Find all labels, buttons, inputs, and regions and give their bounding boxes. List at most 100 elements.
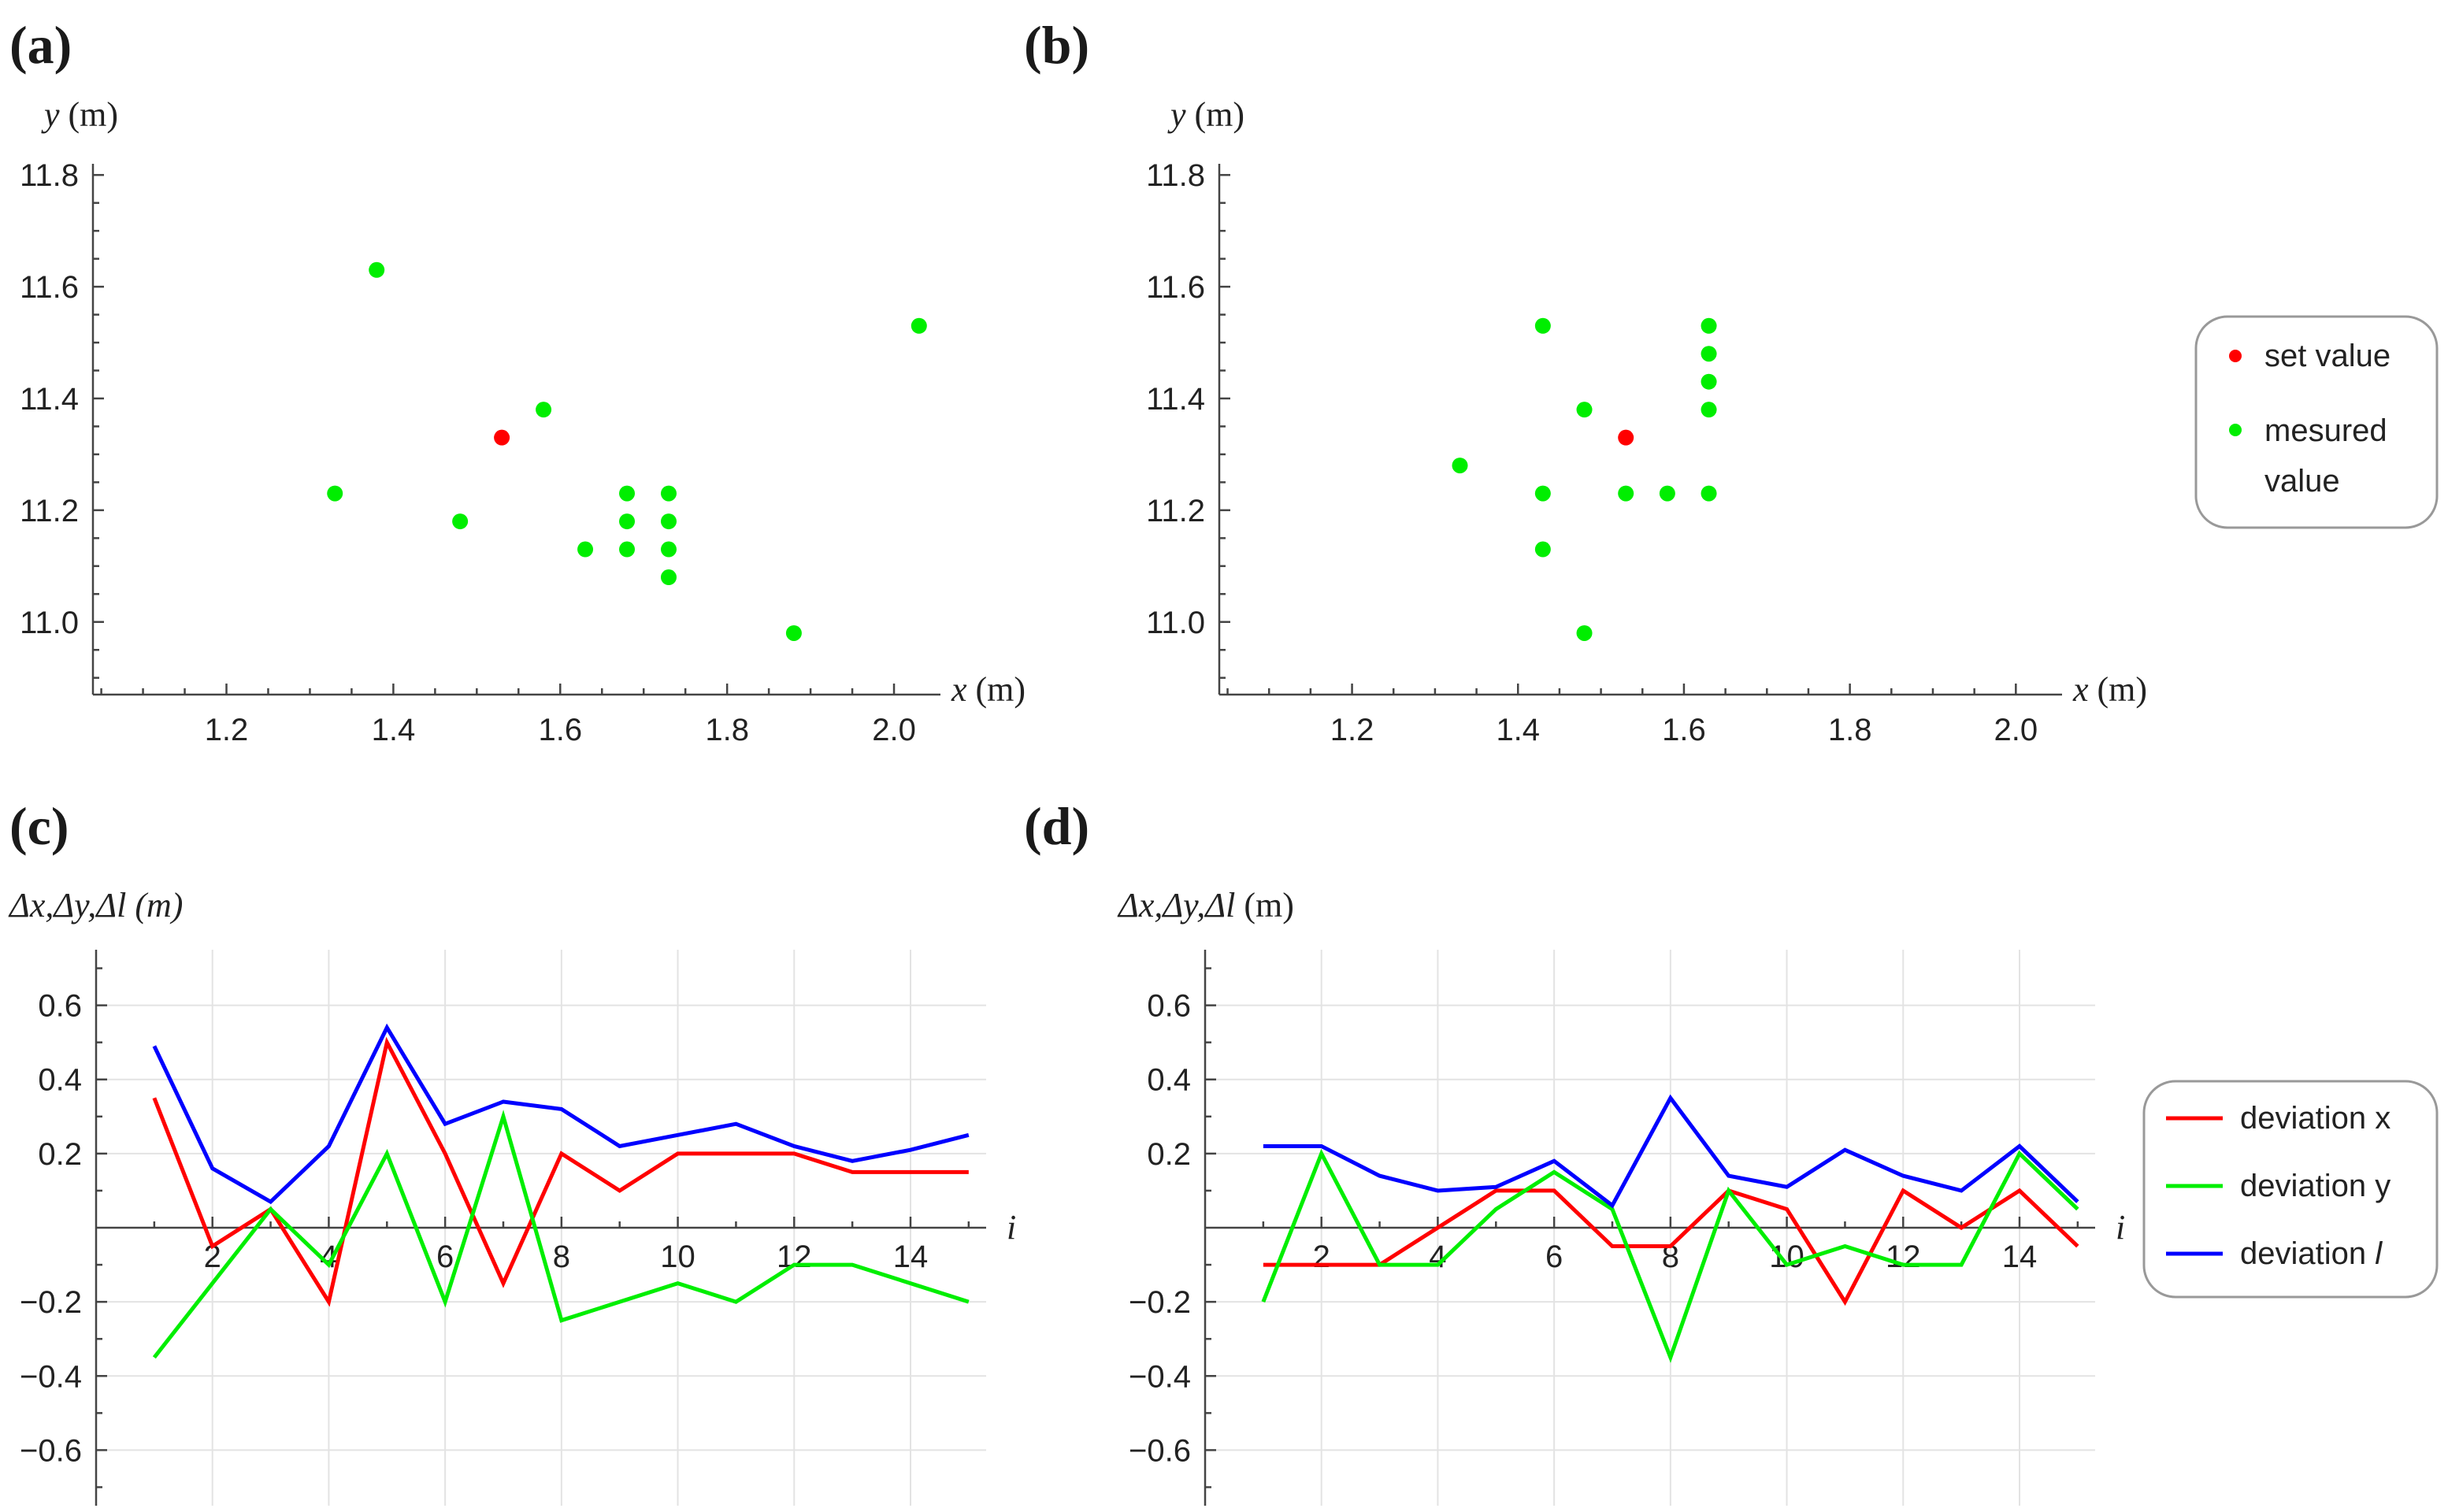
y-tick-label: 11.4 bbox=[1146, 382, 1205, 417]
x-tick-label: 14 bbox=[2002, 1240, 2038, 1274]
y-tick-label: 11.8 bbox=[1146, 158, 1205, 193]
y-tick-label: 11.0 bbox=[1146, 606, 1205, 640]
deviation-y-line bbox=[1261, 1148, 2079, 1363]
y-tick-label: 0.6 bbox=[1147, 989, 1191, 1024]
x-axis-title: x (m) bbox=[951, 670, 1026, 709]
y-tick-label: 11.2 bbox=[20, 494, 79, 528]
mesured-value-point bbox=[619, 513, 636, 530]
line-chart-d: 2 4 6 8 10 12 14−0.6−0.4−0.20.20.40.6iΔx,Δy,Δl… bbox=[1117, 886, 2125, 1506]
x-tick-label: 1.6 bbox=[538, 713, 582, 747]
line-chart-c: 2 4 6 8 10 12 14 −0.6 −0.4 −0.2 0.2 0.4 0.6 i Δx,Δy,Δl… bbox=[8, 886, 1016, 1506]
scatter-chart-b: 1.2 1.4 1.6 1.8 2.0 11.0 11.2 11.4 11.6 11.8 x (m)… bbox=[1146, 95, 2147, 747]
panel-label-c: (c) bbox=[9, 796, 69, 856]
mesured-value-point bbox=[369, 261, 385, 278]
x-tick-label: 2 bbox=[204, 1240, 221, 1274]
panel-label-d: (d) bbox=[1024, 796, 1089, 856]
mesured-value-point bbox=[327, 485, 343, 502]
deviation-l-line bbox=[1263, 1094, 2079, 1209]
x-tick-label: 6 bbox=[1545, 1240, 1563, 1274]
x-axis-title-unit: (m) bbox=[2089, 670, 2148, 709]
panel-label-a: (a) bbox=[9, 15, 72, 75]
legend-measured-marker bbox=[2229, 424, 2242, 436]
mesured-value-point bbox=[660, 485, 677, 502]
y-tick-label: 11.6 bbox=[20, 270, 79, 305]
mesured-value-point bbox=[1618, 485, 1634, 502]
mesured-value-point bbox=[536, 402, 552, 418]
set-value-point bbox=[494, 429, 510, 446]
y-tick-label: 11.6 bbox=[1146, 270, 1205, 305]
y-axis-title-unit: (m) bbox=[1186, 95, 1245, 134]
mesured-value-point bbox=[619, 541, 636, 558]
x-tick-label: 1.4 bbox=[372, 713, 416, 747]
y-tick-label: 0.4 bbox=[1147, 1063, 1191, 1098]
y-tick-label: 11.8 bbox=[20, 158, 79, 193]
mesured-value-point bbox=[619, 485, 636, 502]
x-axis-title-var: x bbox=[2072, 670, 2089, 709]
mesured-value-point bbox=[577, 541, 594, 558]
x-axis-title: i bbox=[1007, 1208, 1016, 1247]
mesured-value-point bbox=[1534, 485, 1551, 502]
mesured-value-point bbox=[660, 513, 677, 530]
scatter-legend: set value mesured value bbox=[2194, 315, 2439, 529]
mesured-value-point bbox=[452, 513, 469, 530]
y-axis-title-unit: (m) bbox=[60, 95, 119, 134]
y-tick-label: 0.6 bbox=[38, 989, 82, 1024]
y-axis-title-var: y bbox=[41, 95, 60, 134]
x-axis-title: i bbox=[2116, 1208, 2125, 1247]
scatter-legend-box bbox=[2194, 315, 2439, 529]
x-tick-label: 12 bbox=[1886, 1240, 1921, 1274]
legend-set-value-marker bbox=[2229, 350, 2242, 362]
y-tick-label: −0.4 bbox=[1129, 1359, 1191, 1394]
x-tick-label: 1.2 bbox=[1330, 713, 1374, 747]
legend-measured-label-line2: value bbox=[2264, 464, 2340, 498]
y-axis-title: y (m) bbox=[41, 95, 118, 134]
x-tick-label: 12 bbox=[777, 1240, 812, 1274]
legend-deviation-l-label: deviation l bbox=[2240, 1236, 2383, 1271]
y-tick-label: 0.4 bbox=[38, 1063, 82, 1098]
mesured-value-point bbox=[660, 569, 677, 586]
legend-deviation-y-label: deviation y bbox=[2240, 1169, 2391, 1203]
deviation-x-line bbox=[1263, 1188, 2079, 1306]
y-tick-label: 11.2 bbox=[1146, 494, 1205, 528]
y-tick-label: −0.2 bbox=[1129, 1285, 1191, 1320]
mesured-value-point bbox=[660, 541, 677, 558]
mesured-value-point bbox=[1701, 373, 1717, 390]
x-tick-label: 2.0 bbox=[1994, 713, 2038, 747]
legend-deviation-x-label: deviation x bbox=[2240, 1101, 2391, 1136]
mesured-value-point bbox=[1659, 485, 1675, 502]
y-axis-title: y (m) bbox=[1167, 95, 1244, 134]
x-tick-label: 4 bbox=[320, 1240, 337, 1274]
legend-set-value-label: set value bbox=[2264, 339, 2391, 373]
deviation-l-line bbox=[152, 1023, 970, 1205]
y-axis-title-unit: (m) bbox=[126, 886, 183, 925]
y-tick-label: −0.4 bbox=[20, 1359, 82, 1394]
x-tick-label: 10 bbox=[660, 1240, 695, 1274]
mesured-value-point bbox=[1576, 402, 1593, 418]
mesured-value-point bbox=[1576, 624, 1593, 641]
legend-measured-label: mesured bbox=[2264, 413, 2387, 448]
x-axis-title-unit: (m) bbox=[967, 670, 1026, 709]
x-tick-label: 1.2 bbox=[205, 713, 249, 747]
x-tick-label: 14 bbox=[893, 1240, 929, 1274]
mesured-value-point bbox=[1701, 317, 1717, 334]
legend-deviation-l-text: deviation bbox=[2240, 1236, 2375, 1271]
y-tick-label: 0.2 bbox=[1147, 1137, 1191, 1172]
line-legend: deviation x deviation y deviation l bbox=[2142, 1080, 2439, 1299]
x-tick-label: 2 bbox=[1313, 1240, 1330, 1274]
line-legend-box bbox=[2142, 1080, 2439, 1299]
mesured-value-point bbox=[911, 317, 927, 334]
mesured-value-point bbox=[1701, 346, 1717, 362]
mesured-value-point bbox=[1701, 402, 1717, 418]
mesured-value-point bbox=[1452, 458, 1468, 474]
y-tick-label: −0.2 bbox=[20, 1285, 82, 1320]
y-axis-title: Δx,Δy,Δl (m) bbox=[1117, 886, 1294, 925]
x-tick-label: 1.6 bbox=[1662, 713, 1706, 747]
y-axis-title-vars: Δx,Δy,Δl bbox=[1117, 886, 1235, 925]
mesured-value-point bbox=[1534, 317, 1551, 334]
mesured-value-point bbox=[785, 624, 802, 641]
set-value-point bbox=[1618, 429, 1634, 446]
y-axis-title: Δx,Δy,Δl (m) bbox=[8, 886, 183, 925]
x-axis-title-var: x bbox=[951, 670, 967, 709]
x-tick-label: 6 bbox=[436, 1240, 454, 1274]
